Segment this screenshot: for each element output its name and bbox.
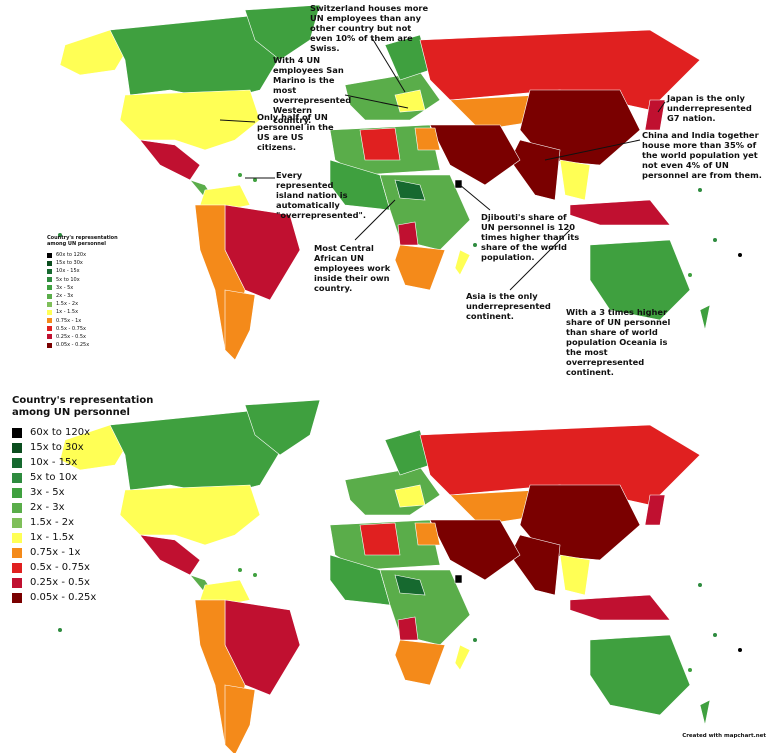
legend-swatch bbox=[12, 532, 22, 543]
legend-swatch bbox=[47, 285, 52, 291]
legend-label: 60x to 120x bbox=[56, 252, 87, 259]
legend-label: 1x - 1.5x bbox=[56, 309, 79, 316]
annotation: With 4 UN employees San Marino is the mo… bbox=[273, 55, 352, 125]
legend-label: 1.5x - 2x bbox=[30, 517, 75, 528]
annotation: Every represented island nation is autom… bbox=[276, 170, 367, 220]
annotation: China and India together house more than… bbox=[642, 130, 762, 180]
legend-swatch bbox=[47, 318, 52, 324]
legend-swatch bbox=[47, 277, 52, 283]
legend-item: 10x - 15x bbox=[12, 455, 172, 470]
legend-item: 2x - 3x bbox=[47, 292, 127, 300]
annotation: Asia is the only underrepresented contin… bbox=[466, 291, 551, 321]
legend-swatch bbox=[12, 457, 22, 468]
legend-swatch bbox=[12, 517, 22, 528]
legend-label: 0.75x - 1x bbox=[56, 317, 82, 324]
legend-label: 1x - 1.5x bbox=[30, 532, 75, 543]
annotation: Most Central African UN employees work i… bbox=[314, 243, 391, 293]
legend-swatch bbox=[47, 268, 52, 274]
legend-swatch bbox=[12, 562, 22, 573]
legend-label: 0.25x - 0.5x bbox=[56, 333, 86, 340]
credit: Created with mapchart.net bbox=[682, 733, 766, 739]
legend-label: 0.5x - 0.75x bbox=[30, 562, 90, 573]
legend-item: 5x to 10x bbox=[12, 470, 172, 485]
legend-swatch bbox=[47, 252, 52, 258]
legend-item: 0.25x - 0.5x bbox=[47, 333, 127, 341]
annotation: Switzerland houses more UN employees tha… bbox=[310, 3, 429, 53]
legend-swatch bbox=[12, 502, 22, 513]
legend-swatch bbox=[47, 326, 52, 332]
legend-label: 0.75x - 1x bbox=[30, 547, 81, 558]
legend-item: 3x - 5x bbox=[12, 485, 172, 500]
legend-label: 10x - 15x bbox=[30, 457, 78, 468]
legend-label: 0.05x - 0.25x bbox=[56, 342, 90, 349]
legend-swatch bbox=[12, 577, 22, 588]
legend-label: 60x to 120x bbox=[30, 427, 91, 438]
legend-swatch bbox=[47, 260, 52, 266]
legend-title: Country's representation among UN person… bbox=[47, 235, 118, 247]
legend-item: 1x - 1.5x bbox=[47, 308, 127, 316]
legend-item: 5x to 10x bbox=[47, 276, 127, 284]
legend-swatch bbox=[12, 472, 22, 483]
legend-item: 10x - 15x bbox=[47, 267, 127, 275]
legend-label: 5x to 10x bbox=[30, 472, 78, 483]
annotation: Djibouti's share of UN personnel is 120 … bbox=[481, 212, 580, 262]
annotation: Only half of UN personnel in the US are … bbox=[257, 112, 334, 152]
legend-item: 0.05x - 0.25x bbox=[47, 341, 127, 349]
legend-item: 60x to 120x bbox=[47, 251, 127, 259]
legend-item: 0.25x - 0.5x bbox=[12, 575, 172, 590]
legend-label: 1.5x - 2x bbox=[56, 301, 79, 308]
legend-large: Country's representation among UN person… bbox=[12, 395, 172, 605]
legend-item: 0.75x - 1x bbox=[47, 317, 127, 325]
legend-swatch bbox=[12, 592, 22, 603]
legend-label: 0.05x - 0.25x bbox=[30, 592, 97, 603]
legend-swatch bbox=[12, 442, 22, 453]
legend-item: 2x - 3x bbox=[12, 500, 172, 515]
legend-swatch bbox=[12, 547, 22, 558]
legend-swatch bbox=[12, 427, 22, 438]
legend-label: 3x - 5x bbox=[30, 487, 65, 498]
legend-swatch bbox=[47, 309, 52, 315]
legend-item: 15x to 30x bbox=[12, 440, 172, 455]
legend-label: 3x - 5x bbox=[56, 284, 74, 291]
legend-label: 0.25x - 0.5x bbox=[30, 577, 90, 588]
legend-item: 15x to 30x bbox=[47, 259, 127, 267]
legend-item: 1.5x - 2x bbox=[47, 300, 127, 308]
legend-item: 1x - 1.5x bbox=[12, 530, 172, 545]
legend-item: 60x to 120x bbox=[12, 425, 172, 440]
annotation: Japan is the only underrepresented G7 na… bbox=[667, 93, 752, 123]
legend-swatch bbox=[12, 487, 22, 498]
legend-label: 2x - 3x bbox=[30, 502, 65, 513]
legend-swatch bbox=[47, 334, 52, 340]
leader-lines bbox=[219, 37, 666, 291]
legend-item: 3x - 5x bbox=[47, 284, 127, 292]
legend-item: 0.05x - 0.25x bbox=[12, 590, 172, 605]
legend-swatch bbox=[47, 293, 52, 299]
annotation: With a 3 times higher share of UN person… bbox=[566, 307, 671, 377]
legend-label: 0.5x - 0.75x bbox=[56, 325, 86, 332]
legend-label: 15x to 30x bbox=[30, 442, 84, 453]
legend-item: 0.5x - 0.75x bbox=[12, 560, 172, 575]
legend-small: Country's representation among UN person… bbox=[47, 235, 127, 349]
legend-label: 5x to 10x bbox=[56, 276, 80, 283]
legend-title: Country's representation among UN person… bbox=[12, 395, 154, 418]
legend-item: 1.5x - 2x bbox=[12, 515, 172, 530]
legend-label: 15x to 30x bbox=[56, 260, 83, 267]
legend-label: 10x - 15x bbox=[56, 268, 80, 275]
legend-item: 0.5x - 0.75x bbox=[47, 325, 127, 333]
legend-swatch bbox=[47, 342, 52, 348]
legend-swatch bbox=[47, 301, 52, 307]
legend-item: 0.75x - 1x bbox=[12, 545, 172, 560]
legend-label: 2x - 3x bbox=[56, 293, 74, 300]
